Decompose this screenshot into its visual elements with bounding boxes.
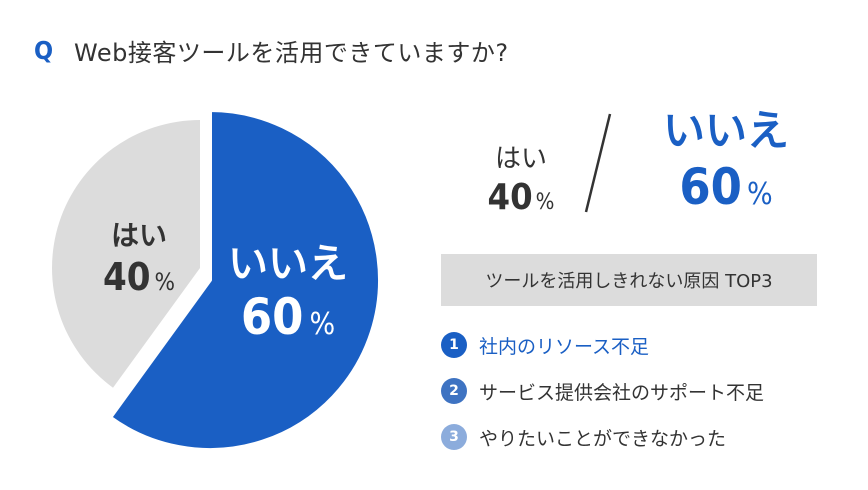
rank-badge-2: 2 xyxy=(441,378,467,404)
summary-yes-label: はい xyxy=(494,144,547,174)
summary-no-label: いいえ xyxy=(662,106,789,155)
question-text: Web接客ツールを活用できていますか? xyxy=(74,38,509,67)
reason-text-3: やりたいことができなかった xyxy=(479,427,727,450)
summary-yes-number: 40 xyxy=(487,177,533,218)
reason-text-2: サービス提供会社のサポート不足 xyxy=(479,381,765,404)
pie-value-no: 60 xyxy=(240,288,304,346)
rank-badge-1: 1 xyxy=(441,332,467,358)
pie-label-no-text: いいえ xyxy=(228,241,348,287)
pie-label-yes-text: はい xyxy=(110,219,167,252)
reasons-title: ツールを活用しきれない原因 TOP3 xyxy=(485,271,773,292)
pie-label-no-value: 60% xyxy=(218,292,358,342)
pie-slice-yes xyxy=(52,120,200,388)
reasons-title-box: ツールを活用しきれない原因 TOP3 xyxy=(441,254,817,306)
reason-item: 2 サービス提供会社のサポート不足 xyxy=(441,368,764,414)
reason-item: 1 社内のリソース不足 xyxy=(441,322,764,368)
reason-text-1: 社内のリソース不足 xyxy=(479,335,650,358)
summary-yes: はい 40% xyxy=(476,146,566,216)
summary-yes-unit: % xyxy=(535,190,555,215)
summary-no-unit: % xyxy=(746,177,773,212)
pie-unit-no: % xyxy=(309,307,336,342)
rank-badge-3: 3 xyxy=(441,424,467,450)
pie-label-yes: はい 40% xyxy=(84,219,194,297)
summary-no-number: 60 xyxy=(679,158,742,216)
pie-value-yes: 40 xyxy=(102,255,151,299)
reasons-list: 1 社内のリソース不足 2 サービス提供会社のサポート不足 3 やりたいことがで… xyxy=(441,322,764,460)
summary-yes-value: 40% xyxy=(476,180,566,216)
pie-label-no: いいえ 60% xyxy=(218,244,358,342)
q-mark: Q xyxy=(34,35,54,65)
pie-unit-yes: % xyxy=(154,268,176,296)
pie-label-yes-value: 40% xyxy=(84,258,194,296)
question-heading: Q Web接客ツールを活用できていますか? xyxy=(34,30,509,70)
summary-no: いいえ 60% xyxy=(636,106,816,213)
summary-no-value: 60% xyxy=(636,162,816,212)
pie-slice-no xyxy=(108,108,382,452)
reason-item: 3 やりたいことができなかった xyxy=(441,414,764,460)
